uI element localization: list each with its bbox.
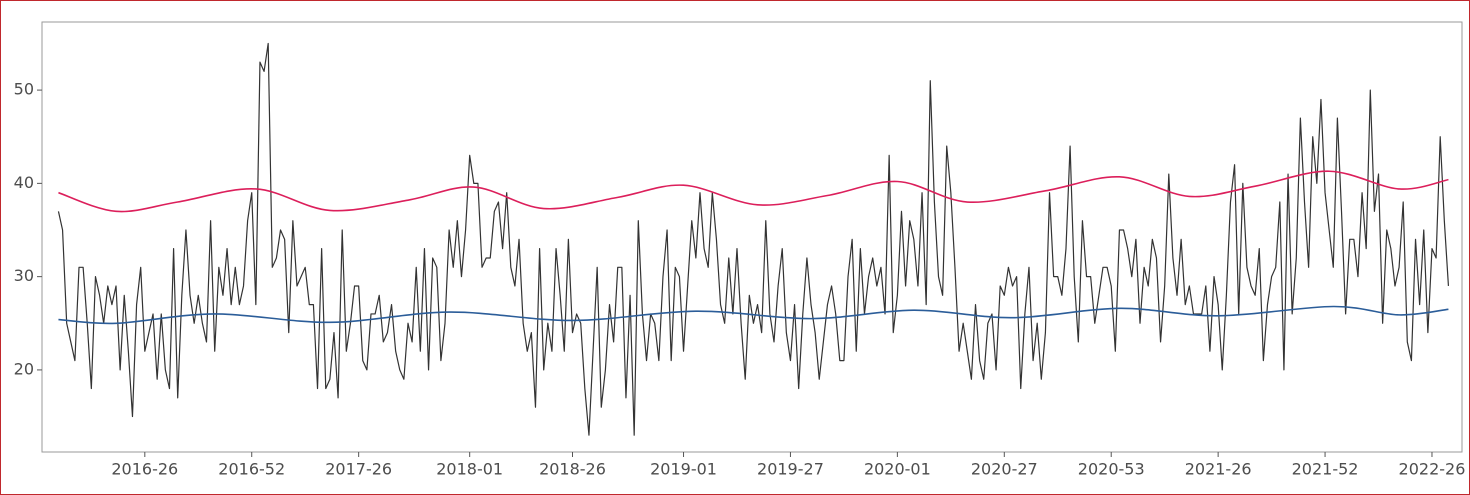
x-tick-label: 2021-52 — [1292, 460, 1359, 479]
x-tick-label: 2020-27 — [971, 460, 1038, 479]
x-tick-label: 2020-01 — [864, 460, 931, 479]
x-tick-label: 2016-26 — [111, 460, 178, 479]
y-tick-label: 30 — [14, 266, 34, 285]
x-tick-label: 2018-26 — [539, 460, 606, 479]
x-tick-label: 2022-26 — [1399, 460, 1466, 479]
x-tick-label: 2018-01 — [436, 460, 503, 479]
y-tick-label: 40 — [14, 173, 34, 192]
x-tick-label: 2017-26 — [325, 460, 392, 479]
x-tick-label: 2020-53 — [1078, 460, 1145, 479]
x-tick-label: 2016-52 — [218, 460, 285, 479]
trend-line — [58, 170, 1449, 213]
trend-line — [58, 305, 1449, 325]
series-line — [57, 42, 1450, 436]
x-tick-label: 2019-27 — [757, 460, 824, 479]
y-tick-label: 50 — [14, 80, 34, 99]
x-tick-label: 2021-26 — [1185, 460, 1252, 479]
y-tick-label: 20 — [14, 359, 34, 378]
plot-panel — [41, 21, 1463, 453]
x-tick-label: 2019-01 — [650, 460, 717, 479]
